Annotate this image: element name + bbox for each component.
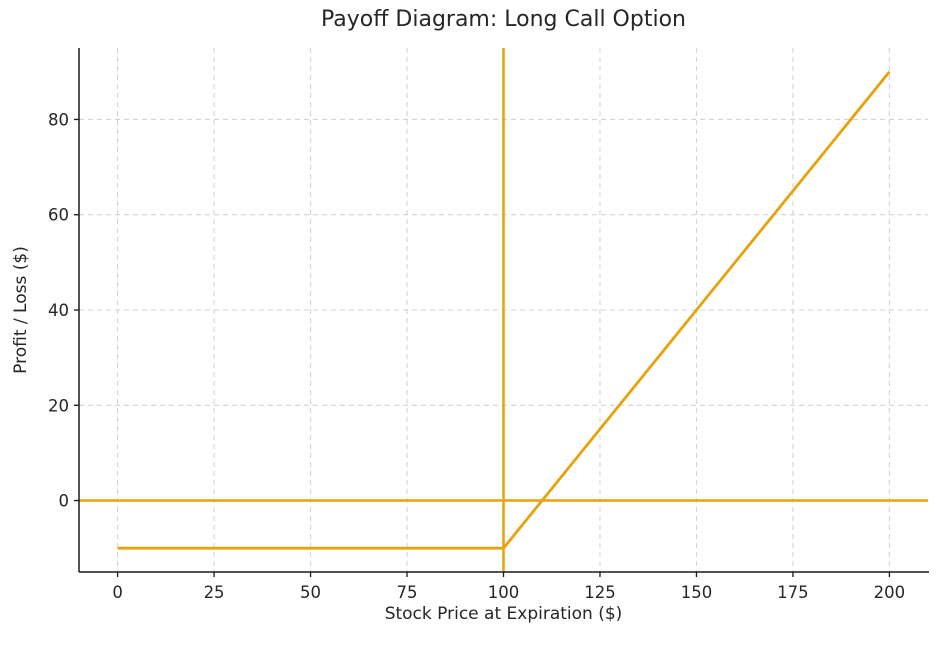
long-call-payoff-line <box>117 70 891 550</box>
x-tick-label: 100 <box>488 583 520 602</box>
x-tick-label: 150 <box>681 583 713 602</box>
y-axis-label: Profit / Loss ($) <box>11 246 31 374</box>
x-tick-label: 75 <box>397 583 418 602</box>
y-tick-label: 80 <box>48 110 69 129</box>
x-tick-label: 200 <box>874 583 906 602</box>
x-tick-label: 50 <box>300 583 321 602</box>
x-axis-label: Stock Price at Expiration ($) <box>384 604 623 624</box>
x-tick-label: 25 <box>204 583 225 602</box>
y-tick-label: 40 <box>48 301 69 320</box>
y-tick-label: 60 <box>48 206 69 225</box>
x-tick-label: 175 <box>777 583 809 602</box>
y-tick-label: 20 <box>48 396 69 415</box>
y-tick-label: 0 <box>59 492 70 511</box>
chart-title: Payoff Diagram: Long Call Option <box>321 7 686 32</box>
x-tick-label: 0 <box>112 583 123 602</box>
x-tick-label: 125 <box>584 583 616 602</box>
